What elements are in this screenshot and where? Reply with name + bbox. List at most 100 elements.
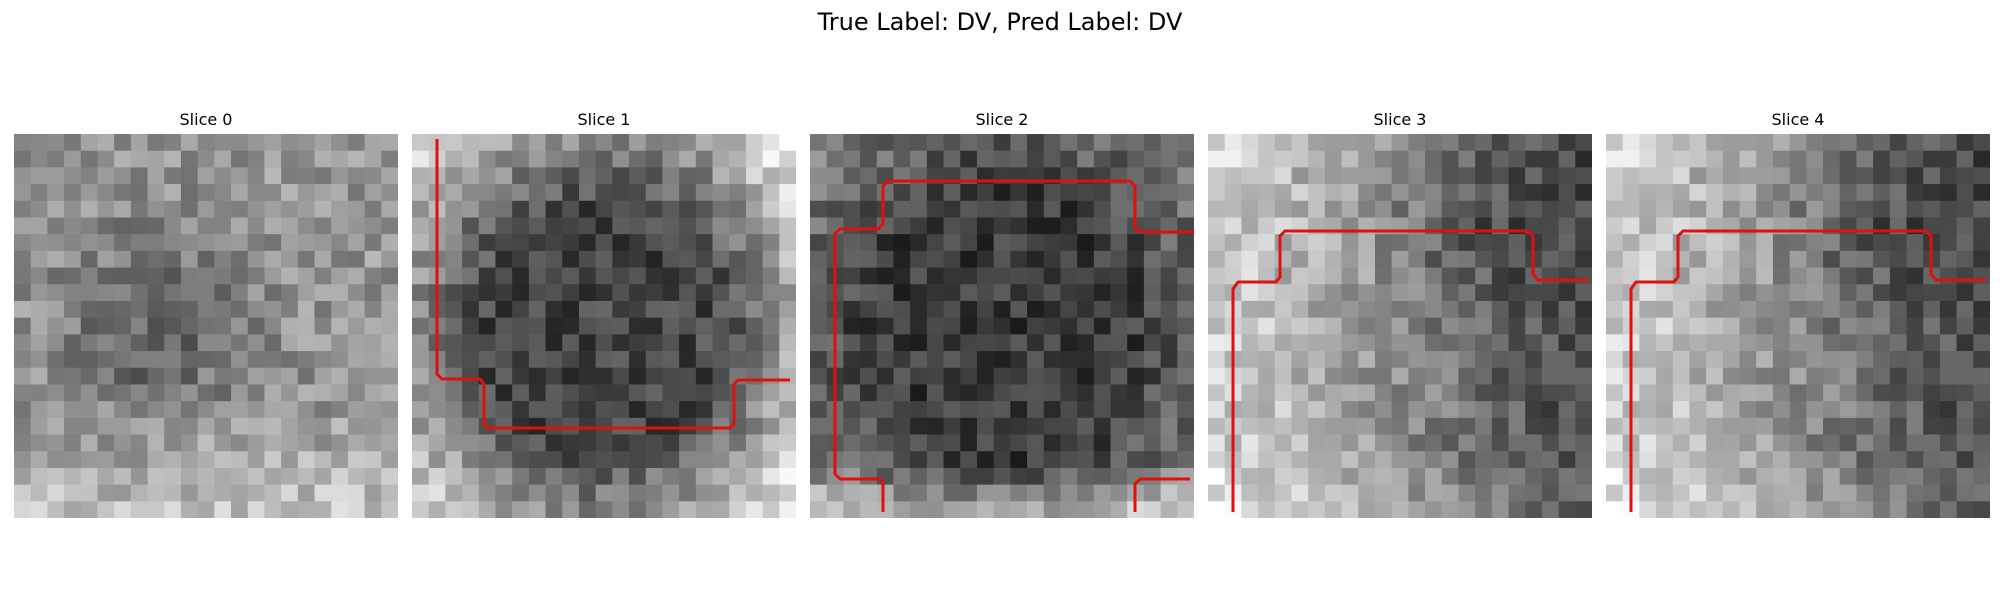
pixel-cell (1973, 317, 1990, 335)
segmentation-contour (833, 179, 1194, 512)
pixel-cell (976, 351, 995, 369)
pixel-cell (1606, 134, 1624, 152)
pixel-cell (712, 384, 730, 402)
pixel-cell (1939, 467, 1958, 486)
pixel-cell (729, 134, 747, 152)
pixel-cell (1923, 434, 1941, 452)
pixel-cell (1672, 200, 1691, 219)
pixel-cell (364, 334, 382, 352)
pixel-cell (578, 134, 597, 152)
pixel-cell (1689, 467, 1707, 486)
pixel-cell (1425, 267, 1443, 285)
pixel-cell (629, 250, 647, 269)
pixel-cell (1160, 417, 1178, 436)
pixel-cell (745, 167, 764, 185)
pixel-cell (80, 501, 99, 518)
pixel-cell (1939, 401, 1958, 419)
pixel-cell (412, 467, 430, 486)
pixel-cell (612, 267, 630, 285)
pixel-cell (1491, 267, 1510, 285)
pixel-cell (562, 384, 580, 402)
pixel-cell (1706, 334, 1724, 352)
pixel-cell (1425, 367, 1443, 386)
pixel-cell (910, 501, 928, 518)
pixel-cell (1324, 200, 1343, 219)
pixel-cell (1839, 167, 1858, 185)
pixel-cell (1241, 367, 1259, 386)
pixel-cell (1027, 267, 1045, 285)
pixel-cell (1110, 351, 1128, 369)
pixel-cell (412, 134, 430, 152)
pixel-cell (1291, 317, 1309, 335)
pixel-cell (1806, 351, 1824, 369)
pixel-cell (1391, 367, 1409, 386)
pixel-cell (729, 300, 747, 319)
pixel-cell (1358, 401, 1376, 419)
pixel-cell (1672, 250, 1691, 269)
pixel-cell (1491, 434, 1510, 452)
pixel-cell (645, 134, 664, 152)
pixel-cell (1358, 134, 1376, 152)
pixel-cell (860, 334, 878, 352)
pixel-cell (331, 234, 349, 252)
pixel-cell (1143, 351, 1162, 369)
pixel-cell (1060, 300, 1078, 319)
pixel-cell (629, 451, 647, 469)
pixel-cell (1606, 467, 1624, 486)
pixel-cell (1458, 300, 1476, 319)
pixel-cell (1241, 501, 1259, 518)
pixel-cell (578, 501, 597, 518)
pixel-cell (976, 434, 995, 452)
pixel-cell (1358, 334, 1376, 352)
pixel-cell (1558, 501, 1576, 518)
pixel-cell (1491, 401, 1510, 419)
pixel-cell (1973, 384, 1990, 402)
pixel-cell (1077, 351, 1095, 369)
pixel-cell (1508, 317, 1526, 335)
pixel-cell (1756, 401, 1774, 419)
pixel-cell (1475, 284, 1493, 302)
pixel-cell (97, 501, 115, 518)
pixel-cell (679, 250, 697, 269)
pixel-cell (1093, 401, 1112, 419)
pixel-cell (1823, 401, 1841, 419)
pixel-cell (1839, 234, 1858, 252)
pixel-cell (993, 234, 1011, 252)
pixel-cell (1558, 351, 1576, 369)
pixel-cell (960, 401, 978, 419)
pixel-cell (64, 167, 82, 185)
pixel-cell (30, 250, 48, 269)
pixel-cell (1324, 267, 1343, 285)
pixel-cell (130, 467, 149, 486)
pixel-cell (745, 300, 764, 319)
pixel-cell (1441, 401, 1460, 419)
pixel-cell (1077, 417, 1095, 436)
pixel-cell (662, 317, 680, 335)
pixel-cell (1491, 234, 1510, 252)
pixel-cell (495, 384, 513, 402)
pixel-cell (114, 401, 132, 419)
pixel-cell (1939, 284, 1958, 302)
pixel-cell (1093, 417, 1112, 436)
pixel-cell (578, 184, 597, 202)
slice-panel-2: Slice 2 (810, 108, 1194, 526)
pixel-cell (1143, 184, 1162, 202)
pixel-cell (1491, 451, 1510, 469)
pixel-cell (926, 351, 945, 369)
pixel-cell (679, 367, 697, 386)
pixel-cell (47, 401, 65, 419)
pixel-cell (1806, 184, 1824, 202)
pixel-cell (1077, 250, 1095, 269)
pixel-cell (30, 134, 48, 152)
pixel-cell (412, 184, 430, 202)
pixel-cell (47, 451, 65, 469)
pixel-cell (1160, 300, 1178, 319)
pixel-cell (80, 451, 99, 469)
pixel-cell (1241, 351, 1259, 369)
pixel-cell (1441, 384, 1460, 402)
pixel-cell (364, 434, 382, 452)
pixel-cell (528, 467, 547, 486)
pixel-cell (562, 434, 580, 452)
pixel-cell (1441, 367, 1460, 386)
pixel-cell (381, 334, 398, 352)
